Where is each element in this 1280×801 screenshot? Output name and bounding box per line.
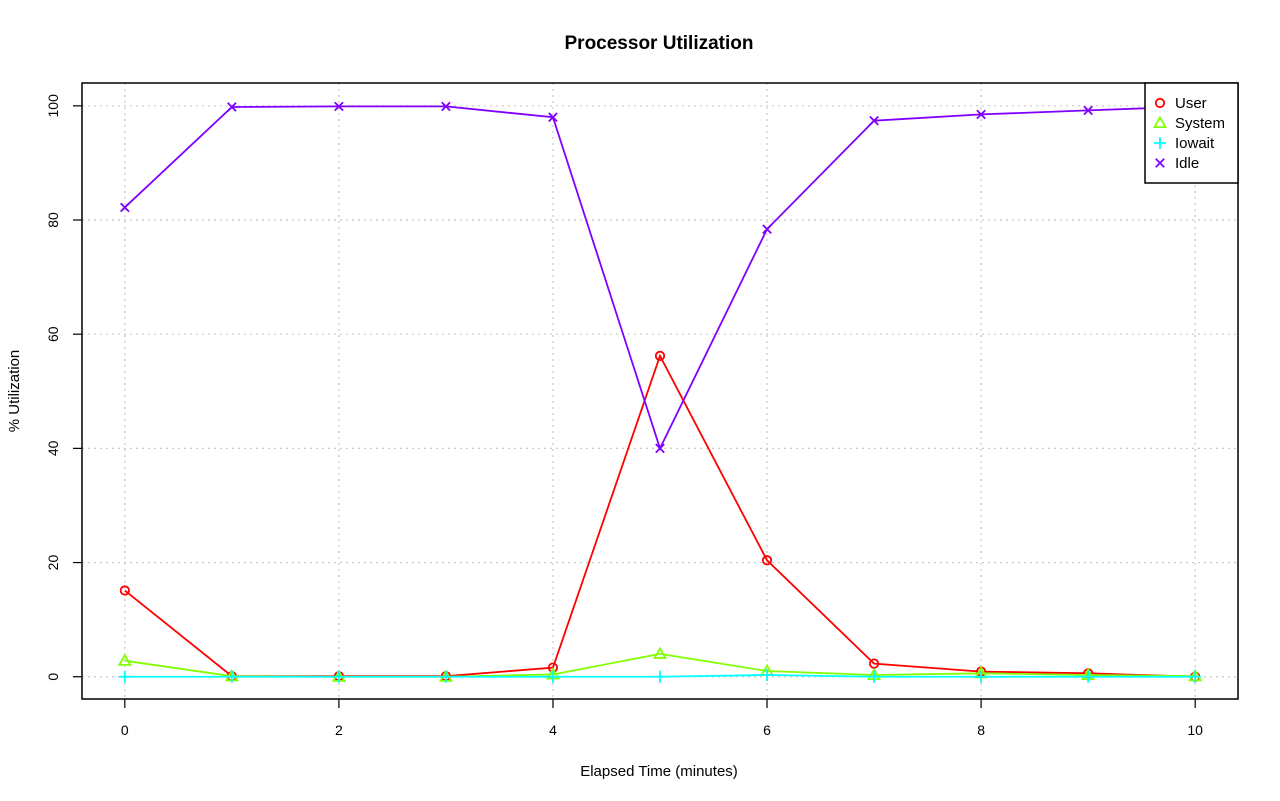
legend-marker-idle: [1155, 158, 1165, 168]
data-point-iowait: [654, 670, 666, 683]
data-point-iowait: [868, 670, 881, 683]
x-axis: 0 2 4 6 8 10: [121, 699, 1203, 738]
series-layer: [117, 101, 1203, 683]
data-point-iowait: [1082, 670, 1095, 683]
data-point-iowait: [332, 670, 345, 683]
data-point-iowait: [975, 670, 988, 683]
series-line-user: [124, 353, 1196, 678]
data-point-iowait: [225, 670, 238, 683]
y-axis-label: % Utilization: [6, 350, 23, 433]
series-user: [119, 350, 1201, 682]
data-point-idle: [334, 101, 344, 112]
plot-frame: [81, 82, 1239, 700]
legend: User System Iowait Idle: [1144, 82, 1239, 184]
legend-marker-user: [1154, 97, 1166, 109]
data-point-idle: [976, 109, 986, 120]
x-tick-label: 10: [1187, 722, 1203, 738]
legend-marker-system: [1152, 115, 1168, 129]
data-point-iowait: [1189, 670, 1202, 683]
legend-label-user: User: [1175, 95, 1207, 112]
data-point-idle: [119, 202, 130, 213]
data-point-iowait: [761, 669, 774, 682]
legend-label-idle: Idle: [1175, 155, 1199, 172]
series-line-idle: [124, 105, 1196, 451]
y-tick-label: 40: [45, 440, 61, 456]
data-point-system: [117, 653, 132, 666]
x-tick-label: 6: [763, 722, 771, 738]
data-point-idle: [655, 443, 665, 454]
data-point-idle: [441, 101, 451, 112]
data-point-system: [652, 646, 668, 659]
legend-label-system: System: [1175, 115, 1225, 132]
data-point-idle: [869, 115, 879, 126]
chart-title: Processor Utilization: [565, 33, 754, 54]
legend-marker-iowait: [1154, 137, 1166, 149]
data-point-idle: [227, 102, 237, 112]
legend-label-iowait: Iowait: [1175, 135, 1215, 152]
data-point-user: [119, 585, 130, 596]
data-point-user: [654, 350, 666, 361]
y-axis: 0 20 40 60 80 100: [45, 94, 82, 681]
y-tick-label: 0: [45, 673, 61, 681]
data-point-idle: [762, 224, 772, 234]
data-point-idle: [548, 112, 558, 123]
series-idle: [119, 101, 1201, 454]
x-axis-label: Elapsed Time (minutes): [580, 763, 738, 780]
grid: [82, 83, 1238, 699]
x-tick-label: 8: [977, 722, 985, 738]
data-point-user: [761, 555, 773, 566]
y-tick-label: 20: [45, 555, 61, 571]
x-tick-label: 0: [121, 722, 129, 738]
x-tick-label: 4: [549, 722, 557, 738]
y-tick-label: 80: [45, 212, 61, 228]
y-tick-label: 100: [45, 94, 61, 118]
x-tick-label: 2: [335, 722, 343, 738]
data-point-iowait: [546, 670, 559, 683]
series-iowait: [118, 669, 1202, 683]
data-point-iowait: [118, 670, 131, 683]
y-tick-label: 60: [45, 326, 61, 342]
data-point-idle: [1083, 105, 1093, 116]
data-point-iowait: [439, 670, 452, 683]
